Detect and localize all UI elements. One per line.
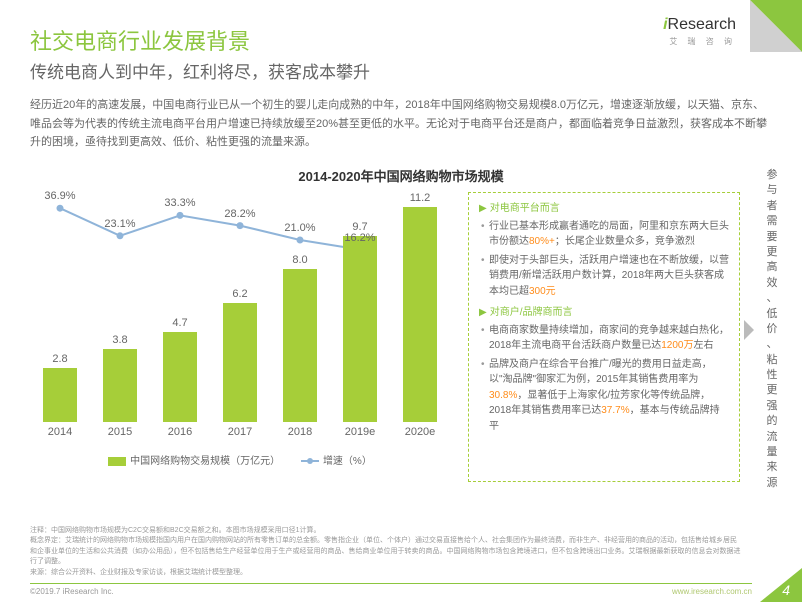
x-axis-label: 2019e xyxy=(335,426,385,438)
sidebox-list-1: 行业已基本形成赢者通吃的局面，阿里和京东两大巨头市份额达80%+；长尾企业数量众… xyxy=(479,219,729,300)
bar-value-label: 2.8 xyxy=(40,353,80,365)
chart-bar: 8.0 xyxy=(283,269,317,422)
chart-bar: 11.2 xyxy=(403,207,437,422)
sidebox-item: 行业已基本形成赢者通吃的局面，阿里和京东两大巨头市份额达80%+；长尾企业数量众… xyxy=(479,219,729,250)
x-axis-label: 2018 xyxy=(275,426,325,438)
copyright: ©2019.7 iResearch Inc. xyxy=(30,587,114,596)
body-paragraph: 经历近20年的高速发展，中国电商行业已从一个初生的婴儿走向成熟的中年，2018年… xyxy=(30,96,772,152)
growth-label: 36.9% xyxy=(40,190,80,202)
logo-subtitle: 艾 瑞 咨 询 xyxy=(663,36,736,47)
chart-title: 2014-2020年中国网络购物市场规模 xyxy=(0,166,802,185)
bar-value-label: 11.2 xyxy=(400,192,440,204)
growth-label: 23.1% xyxy=(100,218,140,230)
legend-bar-label: 中国网络购物交易规模（万亿元） xyxy=(130,456,280,467)
growth-label: 21.0% xyxy=(280,222,320,234)
sidebox-heading-2: ▶对商户/品牌商而言 xyxy=(479,305,729,321)
sidebox-item: 品牌及商户在综合平台推广/曝光的费用日益走高，以"淘品牌"御家汇为例，2015年… xyxy=(479,357,729,435)
bar-value-label: 6.2 xyxy=(220,288,260,300)
triangle-icon: ▶ xyxy=(479,203,487,214)
legend-bar-swatch xyxy=(108,457,126,466)
sidebox-list-2: 电商商家数量持续增加，商家间的竞争越来越白热化，2018年主流电商平台活跃商户数… xyxy=(479,323,729,435)
x-axis-label: 2017 xyxy=(215,426,265,438)
legend-line-label: 增速（%） xyxy=(323,456,372,467)
x-axis-label: 2020e xyxy=(395,426,445,438)
footnote-line: 概念界定：艾瑞统计的网络购物市场规模指国内用户在国内购物网站的所有零售订单的总金… xyxy=(30,536,742,568)
sidebox-heading-1: ▶对电商平台而言 xyxy=(479,201,729,217)
chart-area: 2.8 3.8 4.7 6.2 8.0 9.7 11.2 36.9% 23.1% 33.3% 28.… xyxy=(30,192,450,482)
chart-plot: 2.8 3.8 4.7 6.2 8.0 9.7 11.2 36.9% 23.1% 33.3% 28.… xyxy=(30,192,450,422)
chart-legend: 中国网络购物交易规模（万亿元） 增速（%） xyxy=(30,452,450,467)
bar-value-label: 4.7 xyxy=(160,317,200,329)
footnote-line: 注释：中国网络购物市场规模为C2C交易额和B2C交易额之和。本图市场规模采用口径… xyxy=(30,526,742,537)
growth-label: 16.2% xyxy=(340,232,380,244)
logo: iResearch 艾 瑞 咨 询 xyxy=(663,16,736,47)
logo-text: iResearch xyxy=(663,16,736,34)
page-number: 4 xyxy=(782,582,790,598)
growth-label: 28.2% xyxy=(220,208,260,220)
vertical-text: 参与者需要更高效、低价、粘性更强的流量来源 xyxy=(764,168,780,491)
footnote-line: 来源：综合公开资料、企业财报及专家访谈，根据艾瑞统计模型整理。 xyxy=(30,568,742,579)
corner-fold-bottom xyxy=(760,568,802,602)
x-axis-label: 2014 xyxy=(35,426,85,438)
chart-bar: 9.7 xyxy=(343,236,377,422)
chart-bar: 4.7 xyxy=(163,332,197,422)
site-url: www.iresearch.com.cn xyxy=(672,587,752,596)
x-axis-label: 2015 xyxy=(95,426,145,438)
chart-bar: 2.8 xyxy=(43,368,77,422)
footnotes: 注释：中国网络购物市场规模为C2C交易额和B2C交易额之和。本图市场规模采用口径… xyxy=(30,526,742,579)
corner-fold-top xyxy=(750,0,802,52)
bar-value-label: 8.0 xyxy=(280,254,320,266)
chart-bar: 6.2 xyxy=(223,303,257,422)
page-subtitle: 传统电商人到中年，红利将尽，获客成本攀升 xyxy=(30,58,370,83)
sidebox-item: 电商商家数量持续增加，商家间的竞争越来越白热化，2018年主流电商平台活跃商户数… xyxy=(479,323,729,354)
arrow-right-icon xyxy=(744,320,754,340)
page-title: 社交电商行业发展背景 xyxy=(30,24,250,56)
chart-bar: 3.8 xyxy=(103,349,137,422)
growth-label: 33.3% xyxy=(160,197,200,209)
x-axis-label: 2016 xyxy=(155,426,205,438)
footer-divider xyxy=(30,583,752,584)
side-box: ▶对电商平台而言 行业已基本形成赢者通吃的局面，阿里和京东两大巨头市份额达80%… xyxy=(468,192,740,482)
bar-value-label: 3.8 xyxy=(100,334,140,346)
triangle-icon: ▶ xyxy=(479,307,487,318)
legend-line-swatch xyxy=(301,460,319,462)
sidebox-item: 即使对于头部巨头，活跃用户增速也在不断放缓，以营销费用/新增活跃用户数计算，20… xyxy=(479,253,729,300)
